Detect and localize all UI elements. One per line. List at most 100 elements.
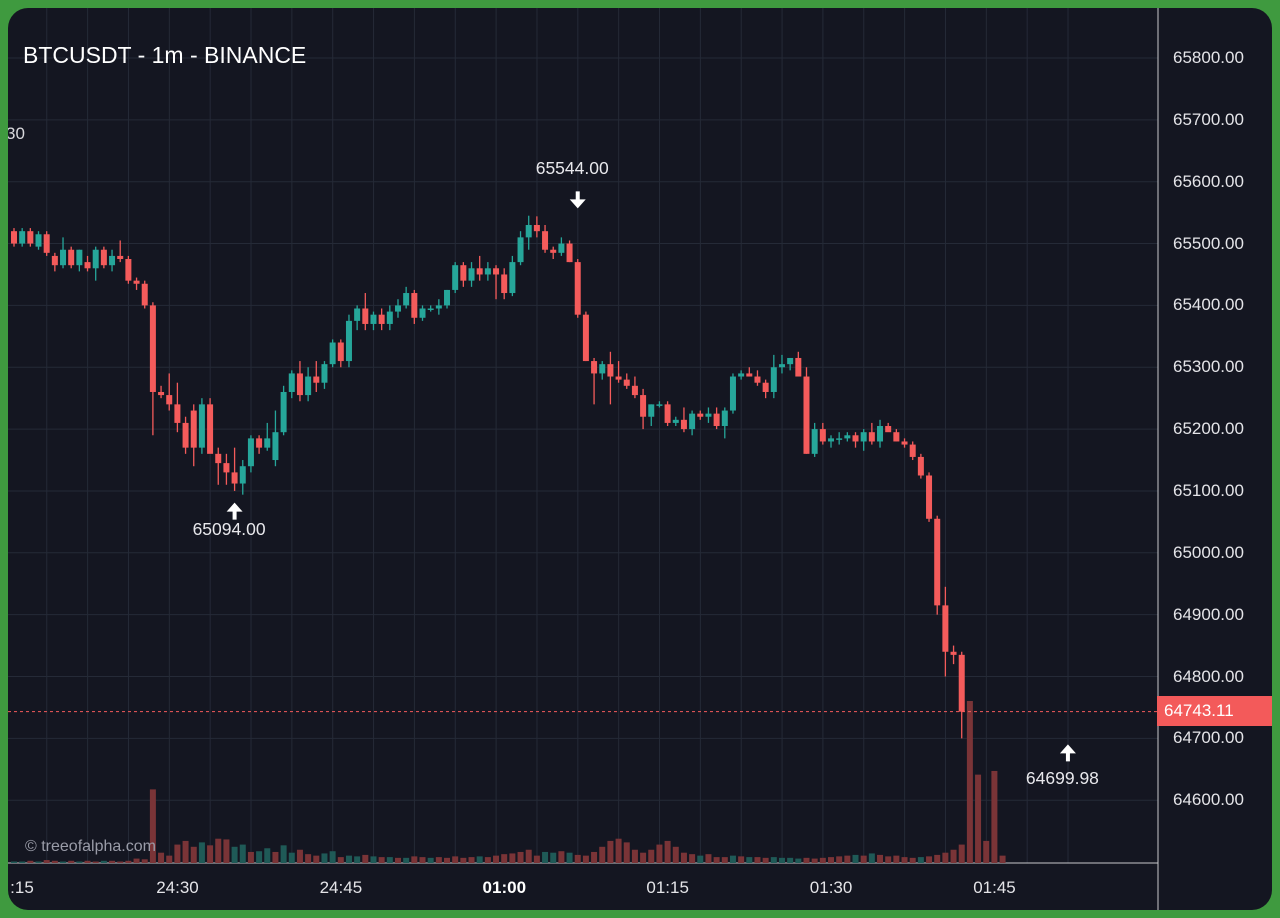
price-tick-label: 65400.00 xyxy=(1173,295,1244,315)
volume-bar xyxy=(893,855,900,863)
candle-body xyxy=(207,404,214,454)
candle-body xyxy=(860,432,867,442)
volume-bar xyxy=(386,857,393,863)
volume-bar xyxy=(828,857,834,863)
volume-bar xyxy=(362,854,369,863)
candle-body xyxy=(403,293,410,306)
volume-bar xyxy=(615,838,622,863)
volume-bar xyxy=(133,858,140,863)
corner-label-fragment: 30 xyxy=(8,124,25,143)
candle-body xyxy=(288,373,295,392)
candle-body xyxy=(852,435,859,442)
candlestick-chart[interactable] xyxy=(8,8,1272,910)
volume-bar xyxy=(664,840,671,863)
candle-body xyxy=(917,456,924,476)
candle-body xyxy=(542,231,549,250)
low-annotation-label: 65094.00 xyxy=(192,518,266,539)
candle-body xyxy=(958,654,965,712)
volume-bar xyxy=(999,855,1006,863)
candle-body xyxy=(370,314,377,324)
low-arrow-icon xyxy=(226,502,243,520)
volume-bar xyxy=(468,857,475,863)
candle-body xyxy=(476,268,483,275)
volume-bar xyxy=(19,861,26,863)
time-tick-label: 01:30 xyxy=(809,878,853,897)
candle-body xyxy=(43,234,50,253)
volume-bar xyxy=(68,860,75,863)
last-price-badge: 64743.11 xyxy=(1157,696,1272,726)
chart-panel[interactable]: BTCUSDT - 1m - BINANCE 30 © treeofalpha.… xyxy=(8,8,1272,910)
candles xyxy=(11,215,965,739)
volume-bar xyxy=(656,844,663,863)
candle-body xyxy=(713,413,720,427)
candle-body xyxy=(394,305,401,312)
price-tick-label: 64900.00 xyxy=(1173,604,1244,624)
candle-body xyxy=(329,342,336,365)
candle-body xyxy=(868,432,875,442)
price-tick-label: 65600.00 xyxy=(1173,171,1244,191)
volume-bar xyxy=(721,857,728,863)
volume-bar xyxy=(819,857,826,863)
candle-body xyxy=(615,376,622,380)
volume-bar xyxy=(76,861,83,863)
candle-body xyxy=(811,429,818,454)
volume-bar xyxy=(991,770,998,863)
candle-body xyxy=(509,262,516,294)
candle-body xyxy=(836,438,843,440)
candle-body xyxy=(517,237,524,263)
candle-body xyxy=(92,249,99,269)
candle-body xyxy=(27,231,34,244)
candle-body xyxy=(778,364,785,368)
time-tick-label: 24:45 xyxy=(319,878,363,897)
volume-bar xyxy=(484,857,491,863)
volume-bar xyxy=(550,852,557,863)
volume-bar xyxy=(182,840,189,863)
volume-bar xyxy=(158,852,165,863)
candle-body xyxy=(256,438,263,448)
price-overlay xyxy=(8,191,1158,762)
volume-bar xyxy=(566,852,573,863)
volume-bar xyxy=(411,856,418,863)
time-tick-label: :15 xyxy=(10,878,34,897)
volume-bar xyxy=(983,840,990,863)
volume-bar xyxy=(525,849,532,863)
candle-body xyxy=(272,432,279,461)
volume-bar xyxy=(966,701,973,863)
candle-body xyxy=(386,311,393,324)
volume-bar xyxy=(435,857,442,863)
volume-bar xyxy=(378,857,385,863)
candle-body xyxy=(664,404,671,423)
candle-body xyxy=(435,305,442,309)
volume-bar xyxy=(591,851,598,863)
candle-body xyxy=(680,419,687,430)
candle-body xyxy=(68,249,75,266)
candle-body xyxy=(926,475,933,519)
volume-bar xyxy=(223,839,230,863)
volume-bar xyxy=(264,848,271,863)
candle-body xyxy=(345,320,352,362)
volume-bar xyxy=(117,861,124,863)
volume-bar xyxy=(100,860,107,863)
candle-body xyxy=(166,395,173,405)
price-tick-label: 65700.00 xyxy=(1173,109,1244,129)
volume-bar xyxy=(109,860,116,863)
candle-body xyxy=(239,466,246,484)
price-tick-label: 65300.00 xyxy=(1173,357,1244,377)
time-tick-label: 24:30 xyxy=(156,878,199,897)
candle-body xyxy=(877,426,884,442)
volume-bar xyxy=(452,856,459,863)
candle-body xyxy=(247,438,254,467)
end-low-arrow-icon xyxy=(1059,744,1076,762)
candle-body xyxy=(452,265,459,290)
volume-bar xyxy=(207,845,214,863)
volume-bar xyxy=(795,858,802,863)
candle-body xyxy=(460,265,467,281)
volume-bar xyxy=(533,855,540,863)
chart-title: BTCUSDT - 1m - BINANCE xyxy=(23,42,307,68)
volume-bar xyxy=(370,856,377,863)
volume-bar xyxy=(517,851,524,863)
candle-body xyxy=(190,410,197,448)
candle-body xyxy=(19,231,26,244)
candle-body xyxy=(942,605,949,652)
candle-body xyxy=(215,453,222,464)
